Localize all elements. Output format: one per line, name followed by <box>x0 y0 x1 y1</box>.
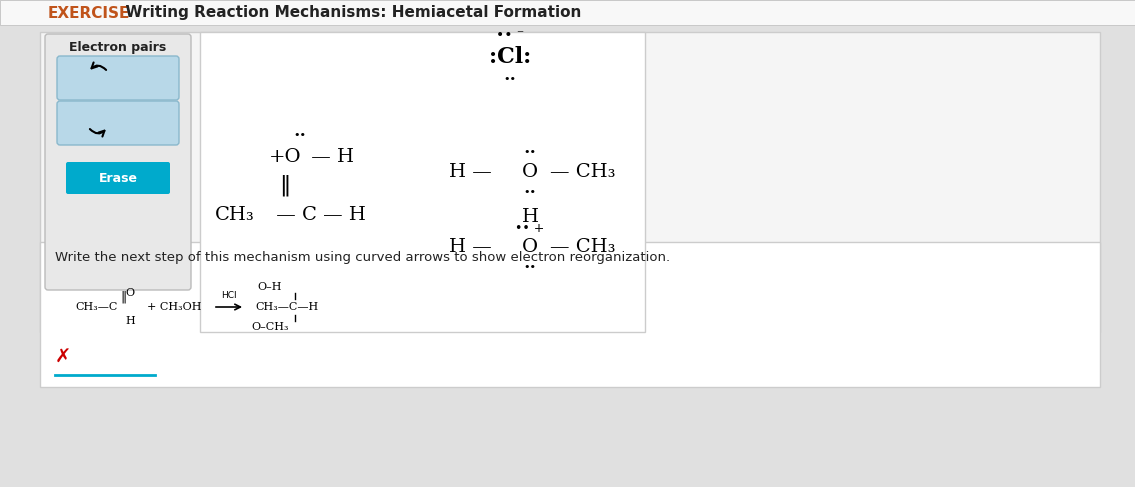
Text: Erase: Erase <box>99 171 137 185</box>
Text: EXERCISE: EXERCISE <box>48 5 131 20</box>
Text: ••: •• <box>523 262 537 272</box>
Text: CH₃—C: CH₃—C <box>75 302 117 312</box>
Text: ‖: ‖ <box>120 291 126 303</box>
Text: — CH₃: — CH₃ <box>550 238 615 256</box>
Text: O–H: O–H <box>258 282 283 292</box>
Text: — C — H: — C — H <box>270 206 365 224</box>
Text: + CH₃OH: + CH₃OH <box>148 302 202 312</box>
Text: CH₃: CH₃ <box>216 206 255 224</box>
Text: +O: +O <box>269 148 301 166</box>
FancyBboxPatch shape <box>40 32 1100 332</box>
Text: — H: — H <box>305 148 354 166</box>
FancyBboxPatch shape <box>66 162 170 194</box>
Text: ••: •• <box>504 74 516 84</box>
Text: — CH₃: — CH₃ <box>550 163 615 181</box>
FancyBboxPatch shape <box>40 242 1100 387</box>
Text: •• +: •• + <box>515 223 545 236</box>
FancyBboxPatch shape <box>200 32 645 332</box>
Text: H —: H — <box>448 238 491 256</box>
Text: :Cl:: :Cl: <box>489 46 531 68</box>
Text: Writing Reaction Mechanisms: Hemiacetal Formation: Writing Reaction Mechanisms: Hemiacetal … <box>115 5 581 20</box>
FancyBboxPatch shape <box>0 0 1135 25</box>
Text: ••: •• <box>294 130 306 140</box>
Text: O: O <box>522 238 538 256</box>
Text: O–CH₃: O–CH₃ <box>251 322 288 332</box>
Text: ✗: ✗ <box>54 348 72 367</box>
Text: H —: H — <box>448 163 491 181</box>
FancyBboxPatch shape <box>57 101 179 145</box>
Text: ••: •• <box>523 147 537 157</box>
Text: H: H <box>125 316 135 326</box>
Text: ‖: ‖ <box>279 174 291 196</box>
Text: O: O <box>522 163 538 181</box>
FancyBboxPatch shape <box>57 56 179 100</box>
Text: O: O <box>126 288 135 298</box>
Text: CH₃—C—H: CH₃—C—H <box>255 302 318 312</box>
Text: Write the next step of this mechanism using curved arrows to show electron reorg: Write the next step of this mechanism us… <box>54 250 670 263</box>
Text: ••: •• <box>523 187 537 197</box>
Text: •• ⁻: •• ⁻ <box>496 28 524 42</box>
Text: HCl: HCl <box>221 291 237 300</box>
Text: H: H <box>521 208 538 226</box>
Text: Electron pairs: Electron pairs <box>69 40 167 54</box>
FancyBboxPatch shape <box>45 34 191 290</box>
